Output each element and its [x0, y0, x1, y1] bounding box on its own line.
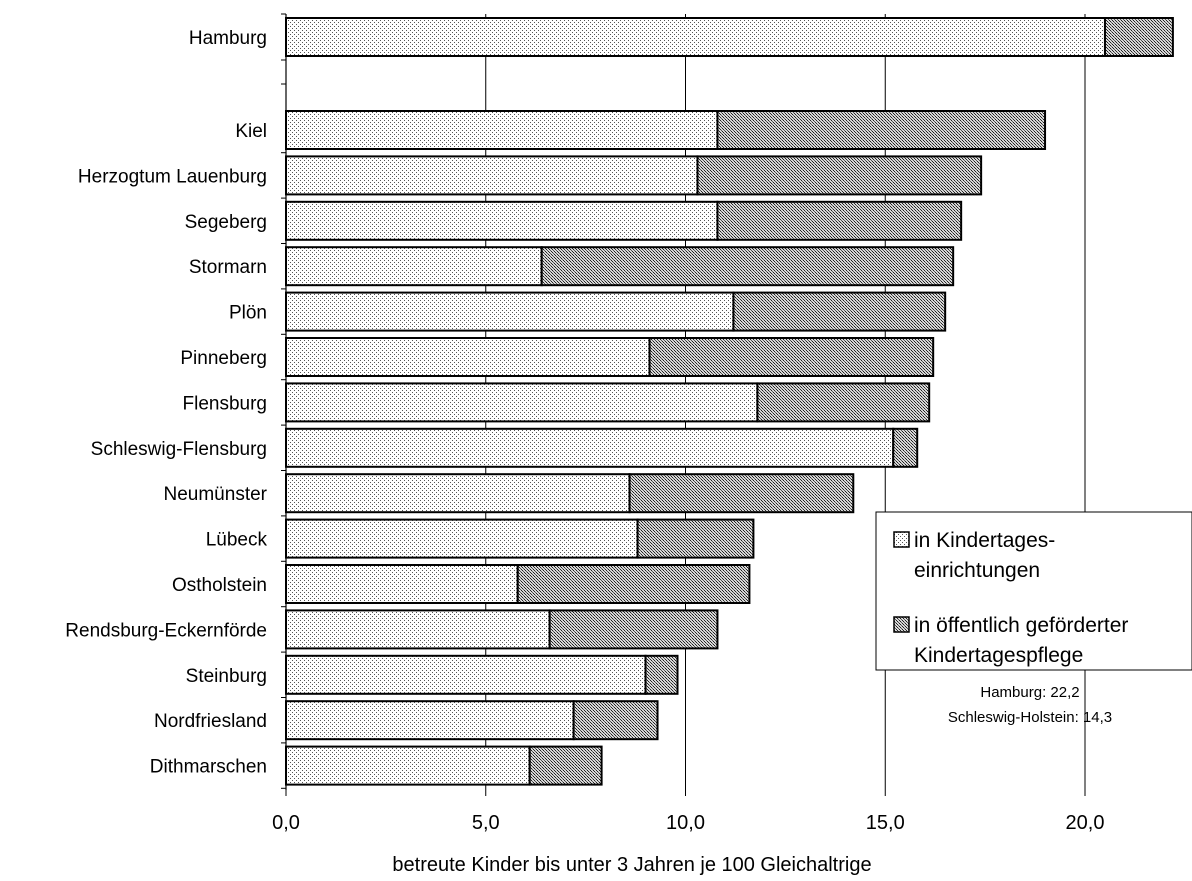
bar-hamburg-kita [285, 17, 1106, 57]
bar-plon-kita [285, 291, 735, 332]
category-label-pinneberg: Pinneberg [180, 348, 267, 369]
annotation-hamburg: Hamburg: 22,2 [980, 684, 1079, 701]
bar-nordfriesland-pflege [572, 700, 659, 741]
bar-segeberg-kita [285, 200, 719, 241]
x-tick-labels: 0,0 5,0 10,0 15,0 20,0 [272, 812, 1104, 834]
bar-kiel-pflege [716, 110, 1047, 150]
category-label-schleswig-flensburg: Schleswig-Flensburg [91, 439, 267, 460]
category-label-herzogtum-lauenburg: Herzogtum Lauenburg [78, 166, 267, 187]
bar-neumunster-kita [285, 473, 631, 514]
legend-label-kindertagespflege: in öffentlich geförderter Kindertagespfl… [914, 614, 1134, 667]
bar-flensburg-kita [285, 382, 759, 423]
bar-dithmarschen-pflege [528, 745, 603, 786]
category-label-rendsburg-eckernforde: Rendsburg-Eckernförde [65, 620, 267, 641]
legend-label-kindertageseinrichtungen: in Kindertages- einrichtungen [914, 529, 1061, 582]
bar-dithmarschen-kita [285, 745, 531, 786]
bar-pinneberg-kita [285, 337, 651, 377]
bars [285, 17, 1174, 786]
legend-box [875, 511, 1192, 671]
axes [281, 13, 1086, 796]
legend-swatch-kindertagespflege [893, 616, 910, 633]
bar-schleswig-flensburg-kita [285, 427, 895, 468]
bar-kiel-kita [285, 110, 719, 150]
bar-rendsburg-eckernforde-kita [285, 609, 551, 650]
category-label-flensburg: Flensburg [183, 393, 268, 414]
category-label-nordfriesland: Nordfriesland [154, 711, 267, 732]
legend-label-line: einrichtungen [914, 559, 1040, 582]
bar-hamburg-pflege [1103, 17, 1174, 57]
bar-steinburg-pflege [644, 654, 679, 695]
category-label-ostholstein: Ostholstein [172, 575, 267, 596]
bar-plon-pflege [732, 291, 947, 332]
bar-steinburg-kita [285, 654, 647, 695]
x-tick-label: 0,0 [272, 812, 300, 834]
category-label-segeberg: Segeberg [185, 212, 267, 233]
bar-nordfriesland-kita [285, 700, 575, 741]
x-tick-label: 10,0 [666, 812, 705, 834]
category-label-neumunster: Neumünster [164, 484, 268, 505]
bar-rendsburg-eckernforde-pflege [548, 609, 719, 650]
annotation-schleswig-holstein: Schleswig-Holstein: 14,3 [948, 709, 1112, 726]
category-label-hamburg: Hamburg [189, 28, 267, 49]
category-label-lubeck: Lübeck [206, 530, 268, 551]
bar-stormarn-kita [285, 246, 543, 287]
category-label-kiel: Kiel [235, 121, 267, 142]
bar-neumunster-pflege [628, 473, 855, 514]
bar-schleswig-flensburg-pflege [892, 427, 919, 468]
bar-flensburg-pflege [756, 382, 931, 423]
bar-ostholstein-kita [285, 564, 519, 604]
bar-pinneberg-pflege [648, 337, 935, 377]
category-label-dithmarschen: Dithmarschen [150, 757, 267, 778]
bar-lubeck-kita [285, 518, 639, 559]
category-label-stormarn: Stormarn [189, 257, 267, 278]
x-tick-label: 20,0 [1066, 812, 1105, 834]
bar-herzogtum-lauenburg-kita [285, 155, 699, 196]
category-label-steinburg: Steinburg [186, 666, 267, 687]
bar-lubeck-pflege [636, 518, 755, 559]
legend-label-line: in Kindertages- [914, 529, 1055, 552]
x-tick-label: 5,0 [472, 812, 500, 834]
x-axis-label: betreute Kinder bis unter 3 Jahren je 10… [392, 854, 871, 876]
bar-segeberg-pflege [716, 200, 963, 241]
bar-stormarn-pflege [540, 246, 955, 287]
bar-ostholstein-pflege [516, 564, 751, 604]
category-label-plon: Plön [229, 303, 267, 324]
bar-herzogtum-lauenburg-pflege [696, 155, 983, 196]
x-tick-label: 15,0 [866, 812, 905, 834]
legend: in Kindertages- einrichtungen in öffentl… [875, 511, 1192, 671]
category-labels: Hamburg Kiel Herzogtum Lauenburg Segeberg St… [65, 28, 267, 778]
legend-label-line: Kindertagespflege [914, 644, 1083, 667]
legend-label-line: in öffentlich geförderter [914, 614, 1128, 637]
legend-swatch-kindertageseinrichtungen [893, 531, 910, 548]
